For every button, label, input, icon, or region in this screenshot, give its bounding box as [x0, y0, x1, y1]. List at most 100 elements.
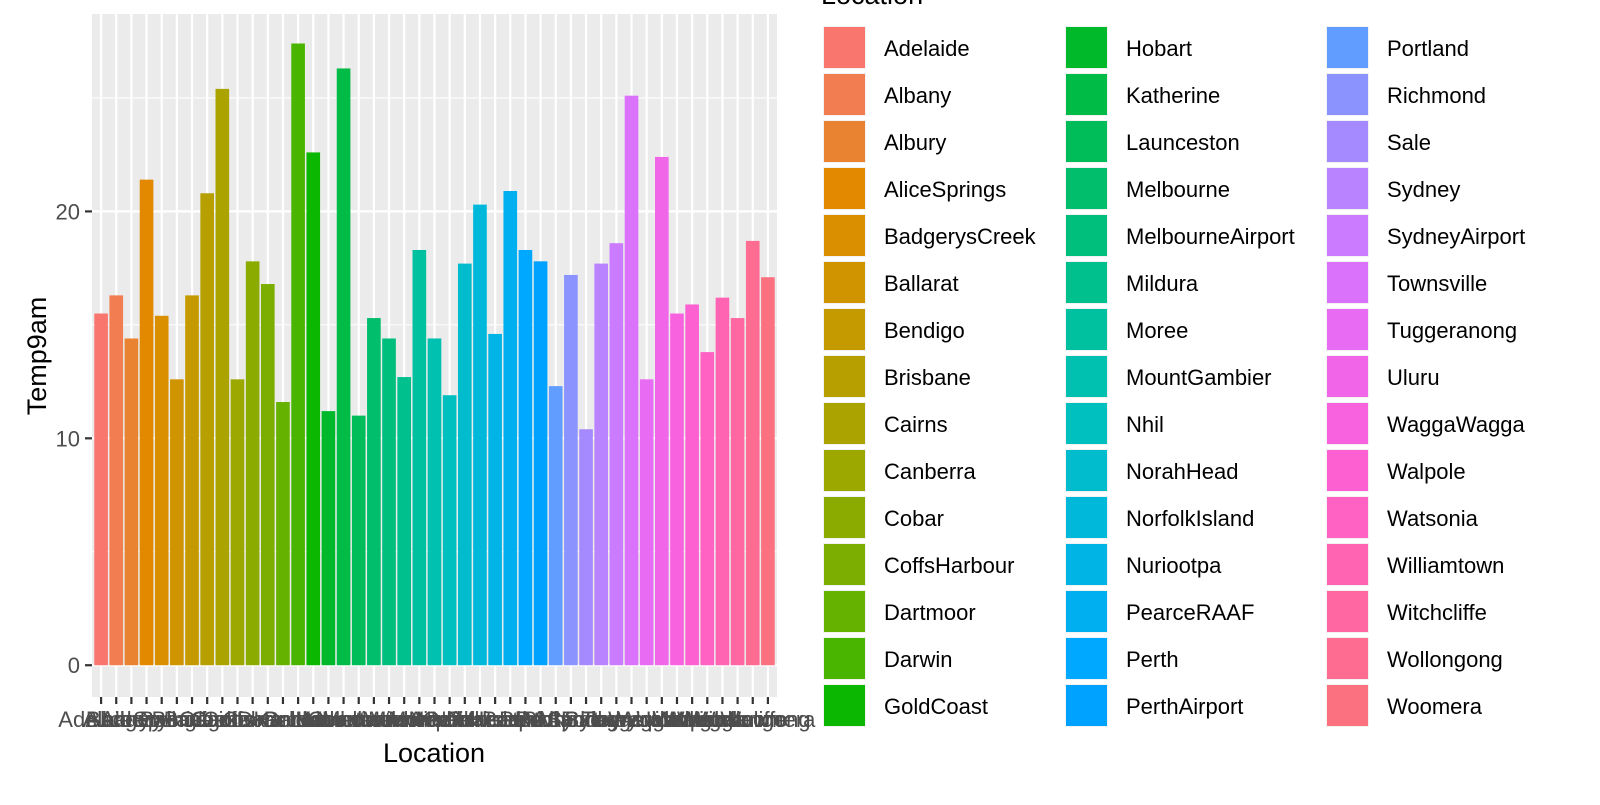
legend-swatch-Woomera: [1327, 685, 1368, 726]
legend-label-MelbourneAirport: MelbourneAirport: [1126, 224, 1295, 249]
bar-Mildura: [397, 377, 412, 666]
legend-swatch-Witchcliffe: [1327, 591, 1368, 632]
legend-label-Hobart: Hobart: [1126, 36, 1192, 61]
x-tick-label-Ballarat: Ballarat: [140, 707, 215, 732]
legend-swatch-Nuriootpa: [1066, 544, 1107, 585]
legend-label-MountGambier: MountGambier: [1126, 365, 1272, 390]
x-tick-label-Albany: Albany: [83, 707, 150, 732]
legend-label-Watsonia: Watsonia: [1387, 506, 1479, 531]
x-tick-label-Brisbane: Brisbane: [164, 707, 251, 732]
bar-Uluru: [655, 156, 669, 666]
legend-swatch-Wollongong: [1327, 638, 1368, 679]
legend-swatch-Walpole: [1327, 450, 1368, 491]
x-tick-label-Wollongong: Wollongong: [695, 707, 811, 732]
bar-Adelaide: [94, 313, 108, 666]
legend-swatch-Uluru: [1327, 356, 1368, 397]
legend-label-PerthAirport: PerthAirport: [1126, 694, 1243, 719]
legend-swatch-PearceRAAF: [1066, 591, 1107, 632]
bar-Katherine: [336, 68, 351, 666]
legend-label-Moree: Moree: [1126, 318, 1188, 343]
bar-Albury: [124, 338, 139, 666]
bar-Cairns: [215, 88, 230, 666]
bar-Tuggeranong: [639, 379, 654, 666]
legend-swatch-Launceston: [1066, 121, 1107, 162]
bar-NorfolkIsland: [473, 204, 487, 666]
legend-label-AliceSprings: AliceSprings: [884, 177, 1006, 202]
bar-GoldCoast: [306, 152, 321, 666]
x-tick-label-Nhil: Nhil: [431, 707, 469, 732]
bar-Portland: [548, 386, 563, 666]
x-tick-label-Darwin: Darwin: [264, 707, 332, 732]
legend-swatch-Tuggeranong: [1327, 309, 1368, 350]
x-tick-label-Bendigo: Bendigo: [152, 707, 233, 732]
legend-swatch-BadgerysCreek: [824, 215, 865, 256]
bar-Melbourne: [367, 318, 381, 666]
legend-label-Albury: Albury: [884, 130, 946, 155]
legend-label-PearceRAAF: PearceRAAF: [1126, 600, 1254, 625]
y-axis: 0 10 20: [56, 199, 92, 678]
x-tick-label-PearceRAAF: PearceRAAF: [446, 707, 574, 732]
legend-label-Mildura: Mildura: [1126, 271, 1199, 296]
x-tick-label-Dartmoor: Dartmoor: [237, 707, 329, 732]
bar-Walpole: [685, 304, 699, 666]
legend-label-SydneyAirport: SydneyAirport: [1387, 224, 1525, 249]
legend-label-GoldCoast: GoldCoast: [884, 694, 988, 719]
bar-BadgerysCreek: [154, 315, 169, 666]
legend-label-Nhil: Nhil: [1126, 412, 1164, 437]
legend-swatch-Brisbane: [824, 356, 865, 397]
bar-CoffsHarbour: [260, 284, 275, 666]
x-tick-label-Richmond: Richmond: [521, 707, 620, 732]
x-tick-label-Nuriootpa: Nuriootpa: [447, 707, 543, 732]
x-tick-label-MountGambier: MountGambier: [362, 707, 508, 732]
x-tick-label-Albury: Albury: [100, 707, 162, 732]
x-tick-label-Witchcliffe: Witchcliffe: [688, 707, 788, 732]
legend-swatch-Cobar: [824, 497, 865, 538]
legend-swatch-WaggaWagga: [1327, 403, 1368, 444]
legend-label-Sale: Sale: [1387, 130, 1431, 155]
x-tick-label-Adelaide: Adelaide: [58, 707, 144, 732]
bar-WaggaWagga: [670, 313, 684, 666]
legend-label-Perth: Perth: [1126, 647, 1179, 672]
legend-swatch-SydneyAirport: [1327, 215, 1368, 256]
bar-Nhil: [442, 395, 457, 666]
legend-label-NorahHead: NorahHead: [1126, 459, 1239, 484]
legend-label-Portland: Portland: [1387, 36, 1469, 61]
legend-label-Ballarat: Ballarat: [884, 271, 959, 296]
legend-swatch-Cairns: [824, 403, 865, 444]
y-tick-label: 10: [56, 426, 80, 451]
legend-swatch-Katherine: [1066, 74, 1107, 115]
x-tick-label-Launceston: Launceston: [302, 707, 416, 732]
legend-label-Katherine: Katherine: [1126, 83, 1220, 108]
legend-swatch-Portland: [1327, 27, 1368, 68]
legend-swatch-AliceSprings: [824, 168, 865, 209]
legend-swatch-Moree: [1066, 309, 1107, 350]
legend-label-Witchcliffe: Witchcliffe: [1387, 600, 1487, 625]
legend-swatch-Dartmoor: [824, 591, 865, 632]
x-tick-label-CoffsHarbour: CoffsHarbour: [203, 707, 333, 732]
legend-swatch-CoffsHarbour: [824, 544, 865, 585]
legend-swatch-Darwin: [824, 638, 865, 679]
legend-label-Woomera: Woomera: [1387, 694, 1483, 719]
legend-label-Sydney: Sydney: [1387, 177, 1460, 202]
bar-MountGambier: [427, 338, 442, 666]
legend-swatch-Canberra: [824, 450, 865, 491]
legend-swatch-Melbourne: [1066, 168, 1107, 209]
x-tick-label-Melbourne: Melbourne: [322, 707, 426, 732]
legend-swatch-Albury: [824, 121, 865, 162]
bar-Albany: [109, 295, 124, 666]
legend-swatch-MountGambier: [1066, 356, 1107, 397]
legend-swatch-Richmond: [1327, 74, 1368, 115]
bar-Cobar: [245, 261, 260, 666]
legend-swatch-NorfolkIsland: [1066, 497, 1107, 538]
legend-label-Richmond: Richmond: [1387, 83, 1486, 108]
x-tick-label-Walpole: Walpole: [653, 707, 732, 732]
bar-Hobart: [321, 411, 336, 666]
x-tick-label-Cairns: Cairns: [191, 707, 255, 732]
bar-Nuriootpa: [488, 333, 502, 666]
legend-swatch-Mildura: [1066, 262, 1107, 303]
bar-PearceRAAF: [503, 190, 518, 666]
bar-Bendigo: [185, 295, 199, 666]
x-tick-label-Hobart: Hobart: [295, 707, 361, 732]
legend-swatch-Nhil: [1066, 403, 1107, 444]
